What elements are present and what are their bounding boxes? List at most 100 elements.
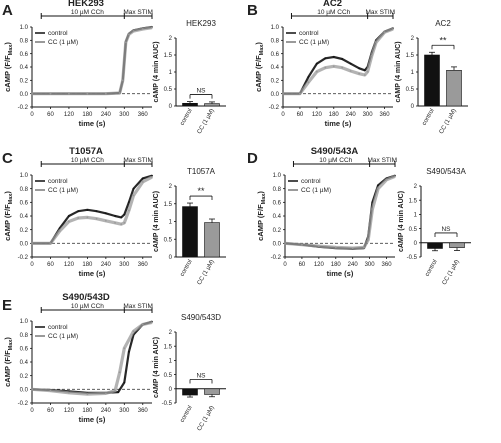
y-tick-label: 0.0 bbox=[273, 242, 282, 248]
stim-label-max: Max STIM bbox=[123, 9, 153, 16]
bar-category-label: CC (1 µM) bbox=[442, 259, 461, 286]
x-tick-label: 360 bbox=[380, 112, 391, 118]
panel-title: AC2 bbox=[323, 0, 342, 9]
x-tick-label: 0 bbox=[283, 262, 287, 268]
x-tick-label: 300 bbox=[363, 112, 374, 118]
data-point bbox=[375, 41, 377, 44]
data-point bbox=[132, 330, 135, 333]
x-tick-label: 360 bbox=[382, 262, 393, 268]
x-tick-label: 300 bbox=[119, 112, 130, 118]
data-point bbox=[151, 26, 153, 29]
bar-y-tick-label: 1 bbox=[169, 220, 173, 226]
data-point bbox=[120, 216, 123, 219]
data-point bbox=[31, 92, 33, 95]
x-tick-label: 300 bbox=[119, 262, 130, 268]
data-point bbox=[123, 347, 126, 350]
data-point bbox=[141, 28, 144, 30]
bar-y-axis-label: cAMP (4 min AUC) bbox=[398, 191, 405, 252]
bar-y-tick-label: 0.5 bbox=[164, 87, 173, 93]
bar-y-axis-label: cAMP (4 min AUC) bbox=[153, 191, 160, 252]
data-point bbox=[317, 245, 320, 247]
data-point bbox=[86, 92, 89, 95]
stim-label-max: Max STIM bbox=[367, 157, 397, 164]
x-tick-label: 240 bbox=[101, 408, 112, 414]
y-tick-label: 0.0 bbox=[20, 388, 29, 394]
legend-label-cc: CC (1 µM) bbox=[299, 39, 329, 46]
bar-cc bbox=[204, 222, 220, 258]
bar-y-tick-label: 0 bbox=[411, 104, 415, 110]
data-point bbox=[351, 247, 354, 250]
data-point bbox=[117, 391, 120, 393]
data-point bbox=[128, 350, 130, 353]
x-axis-label: time (s) bbox=[79, 415, 106, 424]
y-label-close: ) bbox=[3, 42, 12, 45]
y-tick-label: 0.6 bbox=[20, 347, 29, 353]
data-point bbox=[151, 176, 153, 178]
y-label-close: ) bbox=[3, 337, 12, 340]
data-point bbox=[307, 81, 310, 84]
data-point bbox=[385, 178, 388, 181]
x-tick-label: 180 bbox=[82, 112, 93, 118]
data-point bbox=[86, 216, 89, 219]
data-point bbox=[123, 213, 126, 216]
bar-category-label: control bbox=[180, 405, 194, 424]
y-tick-label: 0.8 bbox=[273, 187, 282, 193]
significance-label: ** bbox=[439, 35, 447, 45]
bar-category-label: CC (1 µM) bbox=[197, 405, 216, 432]
panel-letter-D: D bbox=[247, 150, 258, 167]
line-chart-A: 10 µM CCh Max STIM HEK293 -0.2 0.0 0.2 0.4 0.6 0… bbox=[3, 0, 153, 128]
significance-label: NS bbox=[196, 373, 206, 380]
bar-control bbox=[427, 242, 443, 249]
y-label-main: cAMP (F/F bbox=[3, 204, 12, 241]
y-label-close: ) bbox=[254, 42, 263, 45]
legend-label-control: control bbox=[299, 30, 319, 37]
y-label-sub: Max bbox=[8, 193, 14, 205]
data-point bbox=[324, 66, 327, 69]
bar-y-tick-label: 2 bbox=[169, 184, 173, 190]
x-tick-label: 0 bbox=[30, 262, 34, 268]
x-axis-label: time (s) bbox=[325, 119, 352, 128]
data-point bbox=[121, 79, 124, 82]
legend-label-control: control bbox=[301, 178, 321, 185]
bar-y-tick-label: 1 bbox=[169, 359, 173, 365]
x-axis-label: time (s) bbox=[327, 269, 354, 278]
data-point bbox=[95, 210, 98, 213]
data-point bbox=[371, 208, 374, 211]
data-point bbox=[49, 92, 52, 95]
bar-y-axis-label: cAMP (4 min AUC) bbox=[153, 337, 160, 398]
bar-category-label: CC (1 µM) bbox=[197, 108, 216, 135]
y-tick-label: 0.8 bbox=[20, 39, 29, 45]
x-tick-label: 300 bbox=[119, 408, 130, 414]
y-tick-label: 0.4 bbox=[271, 65, 280, 71]
x-axis-label: time (s) bbox=[79, 119, 106, 128]
data-point bbox=[377, 187, 379, 190]
data-point bbox=[299, 92, 301, 95]
x-tick-label: 240 bbox=[101, 112, 112, 118]
y-tick-label: -0.2 bbox=[18, 255, 29, 261]
data-point bbox=[141, 323, 144, 326]
y-tick-label: 0.2 bbox=[20, 374, 29, 380]
bar-cc bbox=[204, 388, 220, 395]
y-axis-label: cAMP (F/FMax) bbox=[3, 337, 14, 387]
x-tick-label: 0 bbox=[30, 112, 34, 118]
x-tick-label: 0 bbox=[281, 112, 285, 118]
bar-title: S490/543D bbox=[181, 313, 221, 322]
data-point bbox=[141, 177, 144, 180]
bar-title: S490/543A bbox=[426, 167, 466, 176]
data-point bbox=[123, 221, 126, 224]
x-tick-label: 60 bbox=[299, 262, 306, 268]
data-point bbox=[307, 76, 310, 78]
data-point bbox=[120, 223, 123, 226]
data-point bbox=[104, 92, 107, 95]
y-tick-label: 0.2 bbox=[20, 79, 29, 85]
y-tick-label: -0.2 bbox=[18, 105, 29, 111]
panel-letter-E: E bbox=[2, 297, 12, 314]
bar-y-tick-label: 1.5 bbox=[406, 53, 415, 59]
y-tick-label: 0.2 bbox=[271, 79, 280, 85]
bar-y-tick-label: 0 bbox=[169, 255, 173, 261]
bar-y-tick-label: 1 bbox=[169, 70, 173, 76]
data-point bbox=[95, 217, 98, 220]
y-tick-label: 0.6 bbox=[271, 52, 280, 58]
data-point bbox=[114, 389, 116, 392]
bar-category-label: control bbox=[180, 108, 194, 127]
